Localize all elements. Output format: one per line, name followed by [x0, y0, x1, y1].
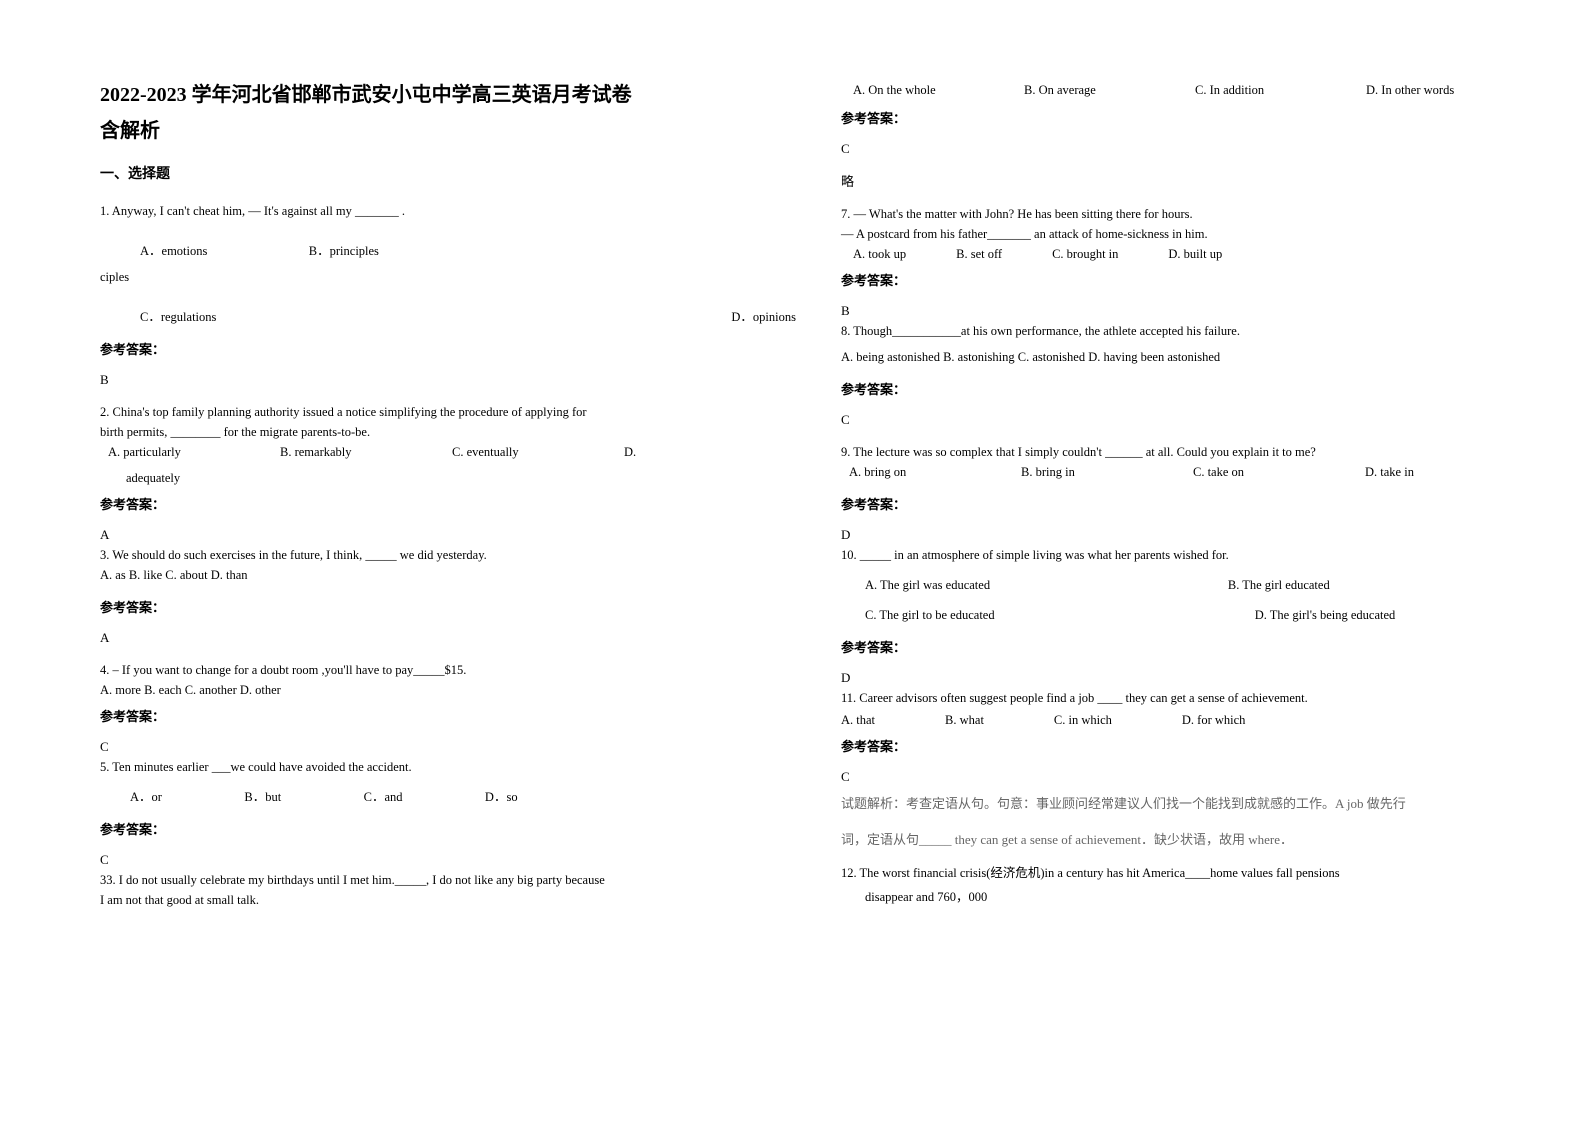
- q4-stem: 4. – If you want to change for a doubt r…: [100, 660, 796, 680]
- q7-stem2: — A postcard from his father_______ an a…: [841, 224, 1537, 244]
- q5-optB: B．but: [244, 787, 281, 807]
- q9-optD: D. take in: [1365, 462, 1537, 482]
- q2-optA: A. particularly: [100, 442, 280, 462]
- q1-stem: 1. Anyway, I can't cheat him, — It's aga…: [100, 201, 796, 221]
- q12-stem1: 12. The worst financial crisis(经济危机)in a…: [841, 863, 1537, 883]
- left-column: 2022-2023 学年河北省邯郸市武安小屯中学高三英语月考试卷 含解析 一、选…: [100, 80, 796, 1082]
- q33-stem1: 33. I do not usually celebrate my birthd…: [100, 870, 796, 890]
- q10-stem: 10. _____ in an atmosphere of simple liv…: [841, 545, 1537, 565]
- q2-answer-label: 参考答案：: [100, 494, 796, 513]
- q5-answer-label: 参考答案：: [100, 819, 796, 838]
- q33-answer-label: 参考答案：: [841, 108, 1537, 127]
- q1-optA: A．emotions: [100, 241, 309, 261]
- q7-answer: B: [841, 303, 1537, 319]
- q3-answer: A: [100, 630, 796, 646]
- q5-optA: A．or: [130, 787, 162, 807]
- q5-answer: C: [100, 852, 796, 868]
- q11-optB: B. what: [945, 710, 984, 730]
- q2-opts: A. particularly B. remarkably C. eventua…: [100, 442, 796, 462]
- q7-optA: A. took up: [853, 244, 906, 264]
- q8-opts: A. being astonished B. astonishing C. as…: [841, 347, 1537, 367]
- q7-stem1: 7. — What's the matter with John? He has…: [841, 204, 1537, 224]
- q7-opts: A. took up B. set off C. brought in D. b…: [841, 244, 1537, 264]
- q1-opts-row2: C．regulations D．opinions: [100, 307, 796, 327]
- section-header: 一、选择题: [100, 163, 796, 183]
- q10-optA: A. The girl was educated: [865, 575, 1228, 595]
- q8-stem: 8. Though___________at his own performan…: [841, 321, 1537, 341]
- q9-optA: A. bring on: [849, 462, 1021, 482]
- q9-answer-label: 参考答案：: [841, 494, 1537, 513]
- q10-optB: B. The girl educated: [1228, 575, 1330, 595]
- q11-opts: A. that B. what C. in which D. for which: [841, 710, 1537, 730]
- q7-optC: C. brought in: [1052, 244, 1118, 264]
- q11-exp1: 试题解析：考查定语从句。句意：事业顾问经常建议人们找一个能找到成就感的工作。A …: [841, 791, 1537, 817]
- q11-stem: 11. Career advisors often suggest people…: [841, 688, 1537, 708]
- q7-optD: D. built up: [1168, 244, 1222, 264]
- q2-stem2: birth permits, ________ for the migrate …: [100, 422, 796, 442]
- q10-optD: D. The girl's being educated: [1255, 605, 1396, 625]
- q11-exp2: 词，定语从句_____ they can get a sense of achi…: [841, 827, 1537, 853]
- q10-opts-row1: A. The girl was educated B. The girl edu…: [841, 575, 1537, 595]
- q2-optD-prefix: D.: [624, 442, 796, 462]
- q33-optB: B. On average: [1024, 80, 1195, 100]
- q4-opts: A. more B. each C. another D. other: [100, 680, 796, 700]
- q33-stem2: I am not that good at small talk.: [100, 890, 796, 910]
- q1-optB-cont: ciples: [100, 267, 796, 287]
- q3-answer-label: 参考答案：: [100, 597, 796, 616]
- exam-subtitle: 含解析: [100, 114, 796, 143]
- q33-optA: A. On the whole: [853, 80, 1024, 100]
- q33-answer: C: [841, 141, 1537, 157]
- q8-answer: C: [841, 412, 1537, 428]
- q33-optD: D. In other words: [1366, 80, 1537, 100]
- q11-optC: C. in which: [1054, 710, 1112, 730]
- q3-stem: 3. We should do such exercises in the fu…: [100, 545, 796, 565]
- q11-optA: A. that: [841, 710, 875, 730]
- q8-answer-label: 参考答案：: [841, 379, 1537, 398]
- q2-optC: C. eventually: [452, 442, 624, 462]
- q3-opts: A. as B. like C. about D. than: [100, 565, 796, 585]
- q2-optB: B. remarkably: [280, 442, 452, 462]
- exam-title: 2022-2023 学年河北省邯郸市武安小屯中学高三英语月考试卷: [100, 80, 796, 110]
- q1-optC: C．regulations: [100, 307, 309, 327]
- q1-opts-row1: A．emotions B．principles: [100, 241, 796, 261]
- q2-answer: A: [100, 527, 796, 543]
- q33-optC: C. In addition: [1195, 80, 1366, 100]
- q11-answer-label: 参考答案：: [841, 736, 1537, 755]
- q5-stem: 5. Ten minutes earlier ___we could have …: [100, 757, 796, 777]
- q10-answer-label: 参考答案：: [841, 637, 1537, 656]
- q1-optB: B．principles: [309, 241, 379, 261]
- q9-stem: 9. The lecture was so complex that I sim…: [841, 442, 1537, 462]
- q10-opts-row2: C. The girl to be educated D. The girl's…: [841, 605, 1537, 625]
- q10-answer: D: [841, 670, 1537, 686]
- q9-optC: C. take on: [1193, 462, 1365, 482]
- q4-answer-label: 参考答案：: [100, 706, 796, 725]
- q9-optB: B. bring in: [1021, 462, 1193, 482]
- q1-answer-label: 参考答案：: [100, 339, 796, 358]
- q11-optD: D. for which: [1182, 710, 1246, 730]
- q2-stem1: 2. China's top family planning authority…: [100, 402, 796, 422]
- q5-optC: C．and: [364, 787, 403, 807]
- q2-optD: adequately: [100, 468, 796, 488]
- q33-lue: 略: [841, 171, 1537, 190]
- q12-stem2: disappear and 760，000: [841, 887, 1537, 907]
- right-column: A. On the whole B. On average C. In addi…: [841, 80, 1537, 1082]
- q5-opts: A．or B．but C．and D．so: [100, 787, 518, 807]
- q9-answer: D: [841, 527, 1537, 543]
- q33-opts: A. On the whole B. On average C. In addi…: [841, 80, 1537, 100]
- q10-optC: C. The girl to be educated: [865, 605, 1255, 625]
- q1-optD: D．opinions: [309, 307, 796, 327]
- q1-answer: B: [100, 372, 796, 388]
- q5-optD: D．so: [485, 787, 518, 807]
- q7-answer-label: 参考答案：: [841, 270, 1537, 289]
- q4-answer: C: [100, 739, 796, 755]
- q9-opts: A. bring on B. bring in C. take on D. ta…: [841, 462, 1537, 482]
- q7-optB: B. set off: [956, 244, 1002, 264]
- q11-answer: C: [841, 769, 1537, 785]
